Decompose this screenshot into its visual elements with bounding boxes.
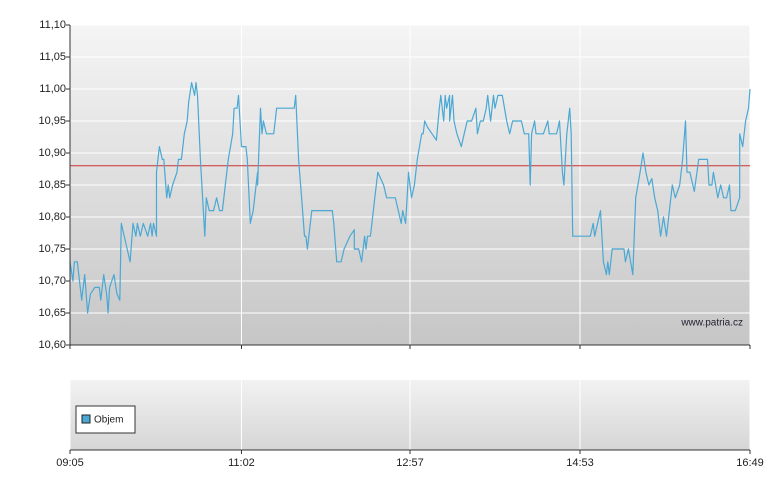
y-tick-label: 10,90 [38,147,66,159]
x-tick-label: 09:05 [56,457,84,469]
y-tick-label: 11,00 [39,83,66,95]
x-tick-label: 12:57 [396,457,424,469]
legend-label: Objem [94,415,123,426]
y-tick-label: 10,75 [38,243,66,255]
y-tick-label: 10,85 [38,179,66,191]
watermark: www.patria.cz [680,318,743,329]
y-tick-label: 10,80 [38,211,66,223]
x-tick-label: 14:53 [566,457,594,469]
y-tick-label: 11,05 [39,51,66,63]
x-tick-label: 16:49 [736,457,764,469]
y-tick-label: 10,65 [38,307,66,319]
y-tick-label: 10,95 [38,115,66,127]
y-tick-label: 10,70 [38,275,66,287]
y-tick-label: 11,10 [39,19,66,31]
price-line [69,82,751,314]
y-tick-label: 10,60 [38,339,66,351]
legend-swatch [81,414,91,424]
x-tick-label: 11:02 [228,457,255,469]
